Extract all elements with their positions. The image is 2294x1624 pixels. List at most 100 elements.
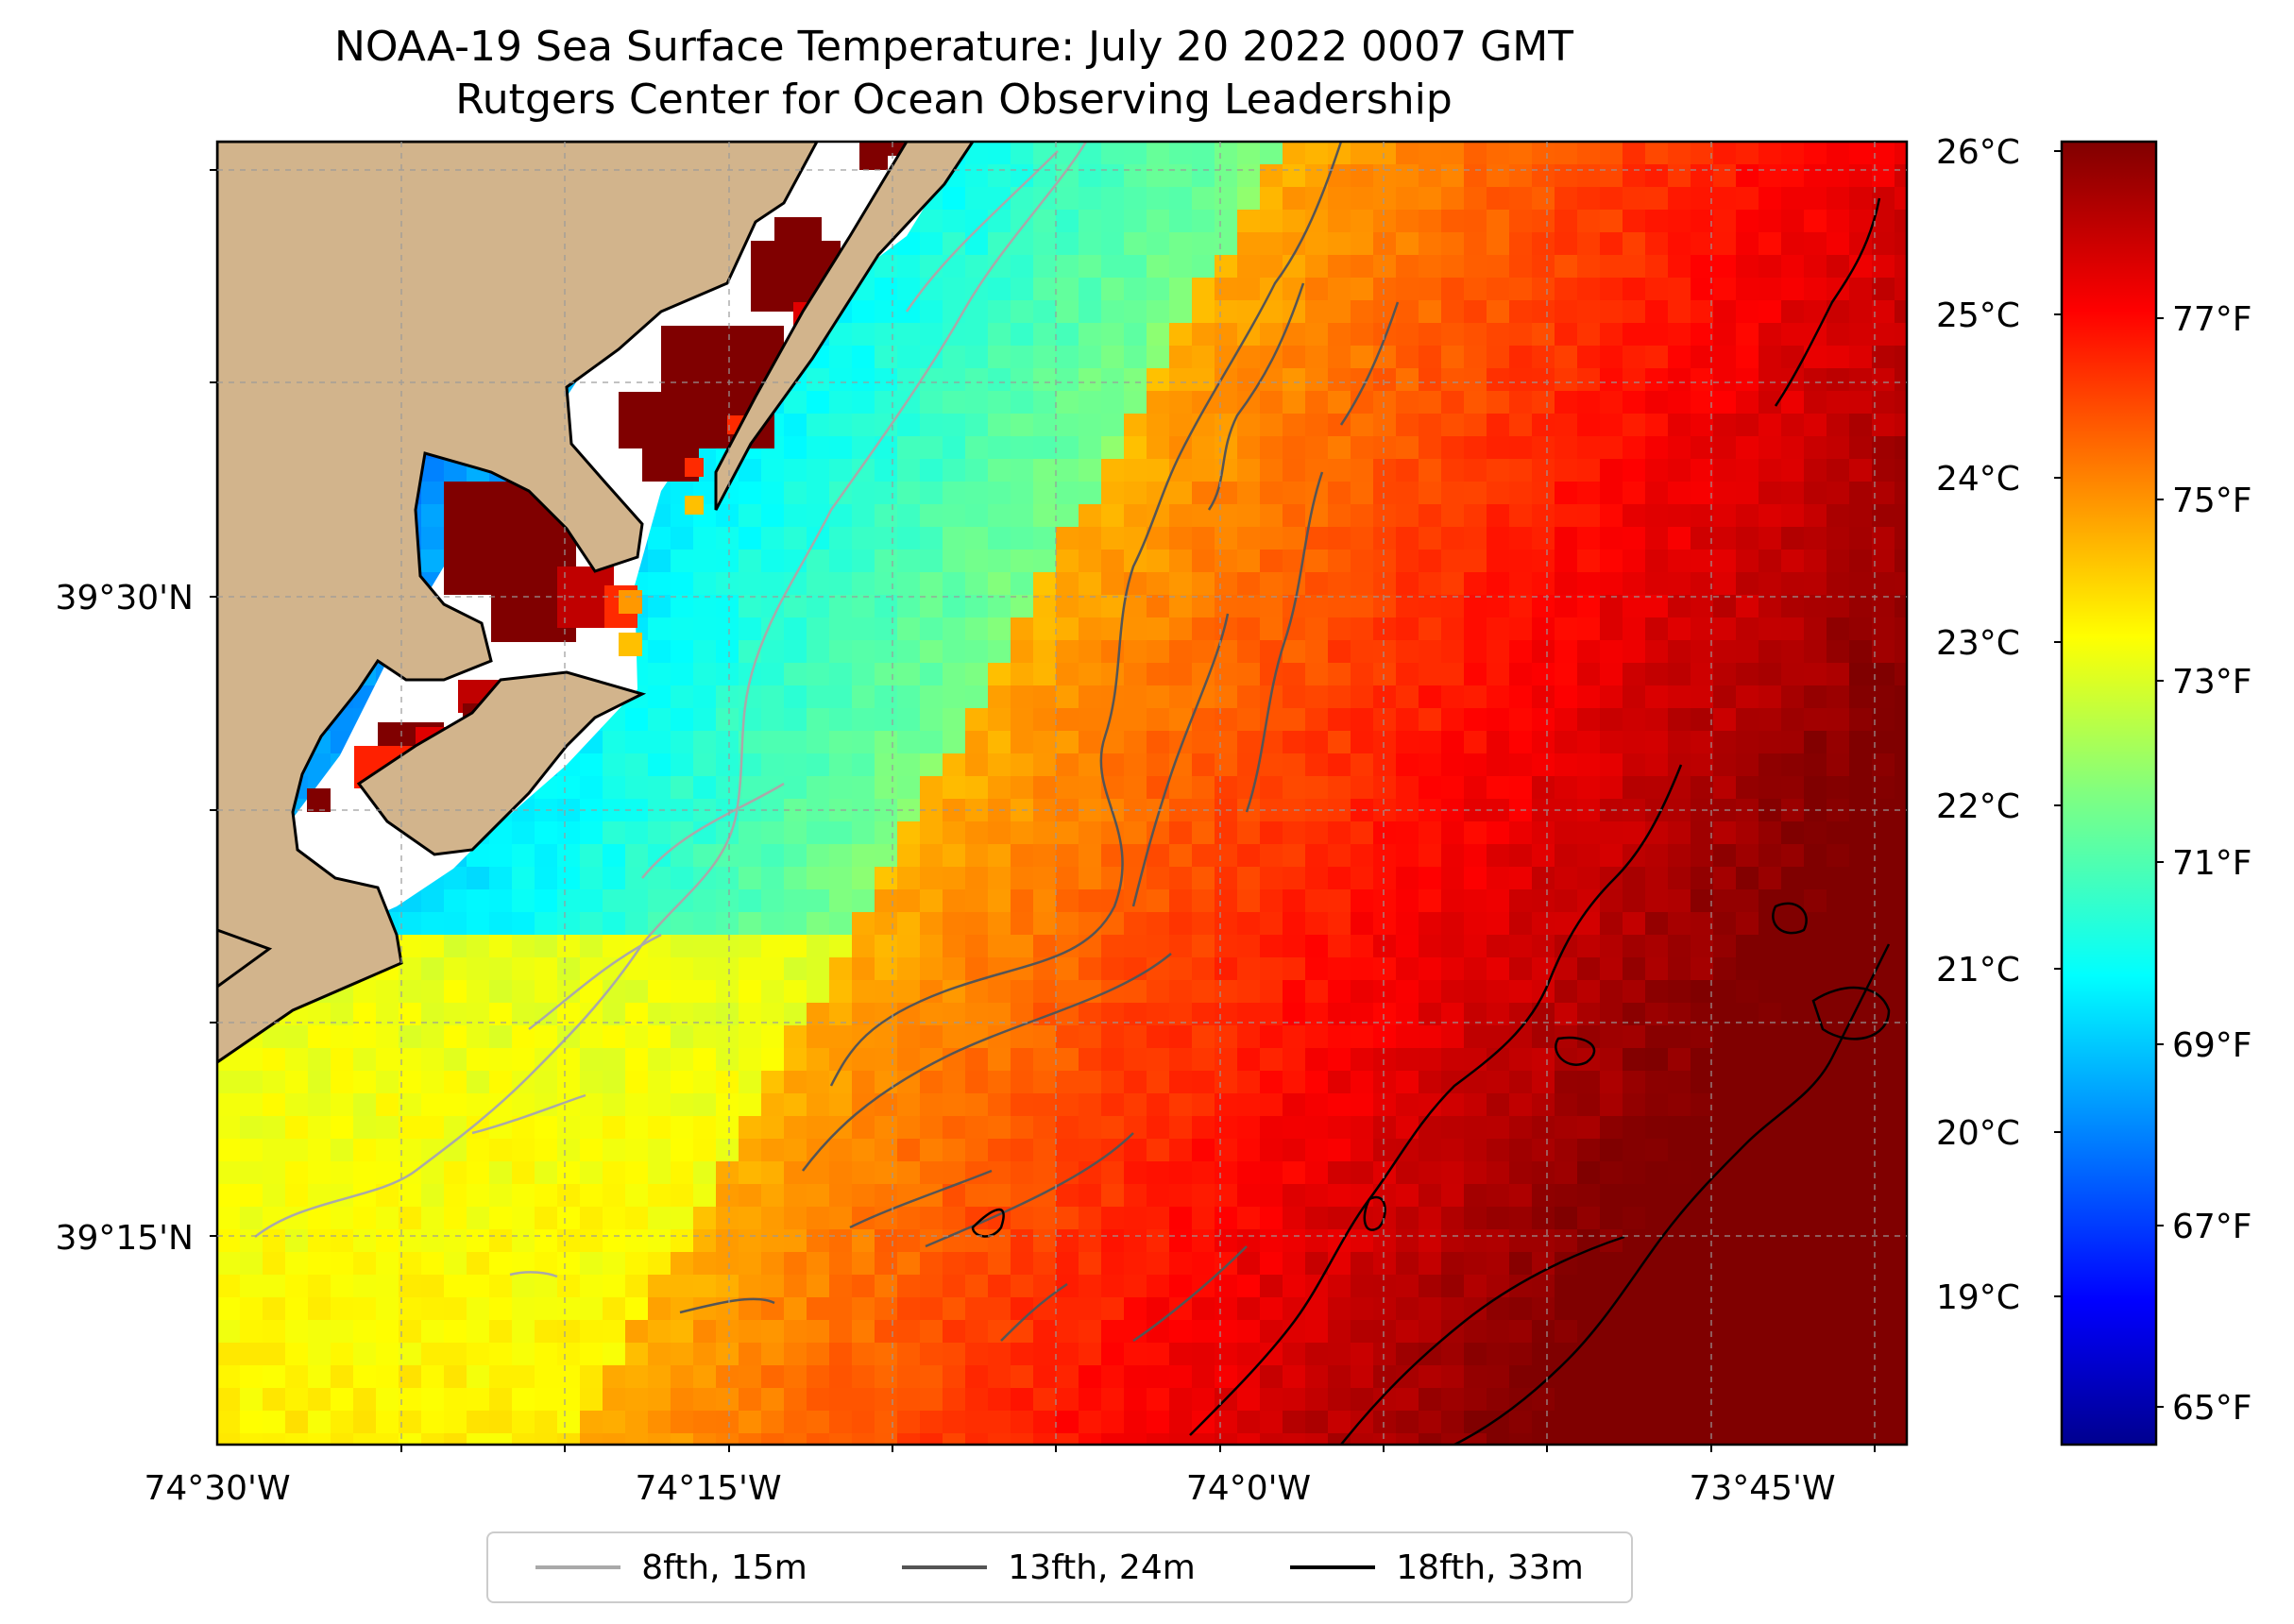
sst-cell	[1736, 436, 1759, 459]
sst-cell	[1713, 232, 1736, 255]
sst-cell	[625, 1320, 648, 1343]
sst-cell	[1555, 550, 1577, 572]
sst-cell	[1804, 1207, 1827, 1229]
sst-cell	[1781, 844, 1804, 867]
sst-cell	[807, 368, 829, 391]
sst-cell	[603, 821, 625, 844]
sst-cell	[421, 1025, 444, 1048]
sst-cell	[353, 1229, 376, 1252]
sst-cell	[1147, 459, 1169, 482]
sst-cell	[1691, 1252, 1713, 1275]
sst-cell	[1260, 368, 1283, 391]
sst-cell	[1260, 708, 1283, 731]
sst-cell	[1555, 1411, 1577, 1433]
sst-cell	[580, 1161, 603, 1184]
sst-cell	[1713, 346, 1736, 368]
sst-cell	[467, 1093, 489, 1116]
sst-cell	[557, 776, 580, 799]
sst-cell	[897, 663, 920, 685]
sst-cell	[1645, 436, 1668, 459]
sst-cell	[807, 459, 829, 482]
sst-cell	[1827, 414, 1849, 436]
sst-cell	[1419, 436, 1441, 459]
sst-cell	[353, 1411, 376, 1433]
sst-cell	[1419, 482, 1441, 504]
sst-cell	[1169, 1139, 1192, 1161]
sst-cell	[1351, 504, 1373, 527]
sst-cell	[1147, 1411, 1169, 1433]
sst-cell	[444, 1093, 467, 1116]
sst-cell	[1283, 1252, 1305, 1275]
sst-cell	[1600, 980, 1623, 1003]
sst-cell	[875, 323, 897, 346]
sst-cell	[1849, 935, 1872, 957]
sst-cell	[852, 912, 875, 935]
sst-cell	[807, 1433, 829, 1445]
sst-cell	[1056, 1048, 1079, 1071]
sst-cell	[1124, 346, 1147, 368]
sst-cell	[1487, 391, 1509, 414]
sst-cell	[1487, 912, 1509, 935]
sst-cell	[1351, 164, 1373, 187]
sst-cell	[875, 278, 897, 300]
sst-cell	[512, 1388, 535, 1411]
sst-cell	[1419, 1229, 1441, 1252]
sst-cell	[1849, 1093, 1872, 1116]
sst-cell	[875, 1433, 897, 1445]
sst-cell	[897, 1252, 920, 1275]
sst-cell	[1169, 164, 1192, 187]
sst-cell	[1623, 1207, 1645, 1229]
sst-cell	[1396, 595, 1419, 617]
sst-cell	[1668, 142, 1691, 164]
sst-cell	[421, 957, 444, 980]
sst-cell	[943, 527, 965, 550]
sst-cell	[1237, 980, 1260, 1003]
sst-cell	[829, 640, 852, 663]
sst-cell	[1577, 1252, 1600, 1275]
sst-cell	[512, 821, 535, 844]
sst-cell	[1781, 1184, 1804, 1207]
sst-cell	[829, 1388, 852, 1411]
sst-cell	[875, 731, 897, 753]
sst-cell	[1600, 1093, 1623, 1116]
sst-cell	[489, 1184, 512, 1207]
sst-cell	[1532, 1184, 1555, 1207]
sst-cell	[1555, 391, 1577, 414]
sst-cell	[1623, 663, 1645, 685]
sst-cell	[1373, 1343, 1396, 1365]
sst-cell	[467, 1320, 489, 1343]
sst-cell	[1781, 663, 1804, 685]
sst-cell	[1509, 1003, 1532, 1025]
sst-cell	[1668, 459, 1691, 482]
sst-cell	[331, 1229, 353, 1252]
sst-cell	[1328, 550, 1351, 572]
sst-cell	[1509, 368, 1532, 391]
sst-cell	[1555, 164, 1577, 187]
sst-cell	[1237, 1071, 1260, 1093]
sst-cell	[1645, 912, 1668, 935]
sst-cell	[580, 1343, 603, 1365]
sst-cell	[1147, 527, 1169, 550]
sst-cell	[1396, 391, 1419, 414]
sst-cell	[1079, 278, 1101, 300]
sst-cell	[1283, 1116, 1305, 1139]
sst-cell	[988, 436, 1011, 459]
sst-cell	[1283, 663, 1305, 685]
sst-cell	[1487, 1297, 1509, 1320]
sst-cell	[1215, 1025, 1237, 1048]
sst-cell	[1577, 1411, 1600, 1433]
sst-cell	[1849, 889, 1872, 912]
sst-cell	[807, 1025, 829, 1048]
sst-cell	[1351, 776, 1373, 799]
sst-cell	[1056, 414, 1079, 436]
sst-cell	[444, 1433, 467, 1445]
sst-cell	[897, 776, 920, 799]
sst-cell	[1169, 572, 1192, 595]
sst-cell	[1600, 1184, 1623, 1207]
sst-cell	[1305, 595, 1328, 617]
sst-cell	[1147, 889, 1169, 912]
sst-cell	[1441, 1411, 1464, 1433]
sst-cell	[1736, 1025, 1759, 1048]
sst-cell	[1373, 527, 1396, 550]
